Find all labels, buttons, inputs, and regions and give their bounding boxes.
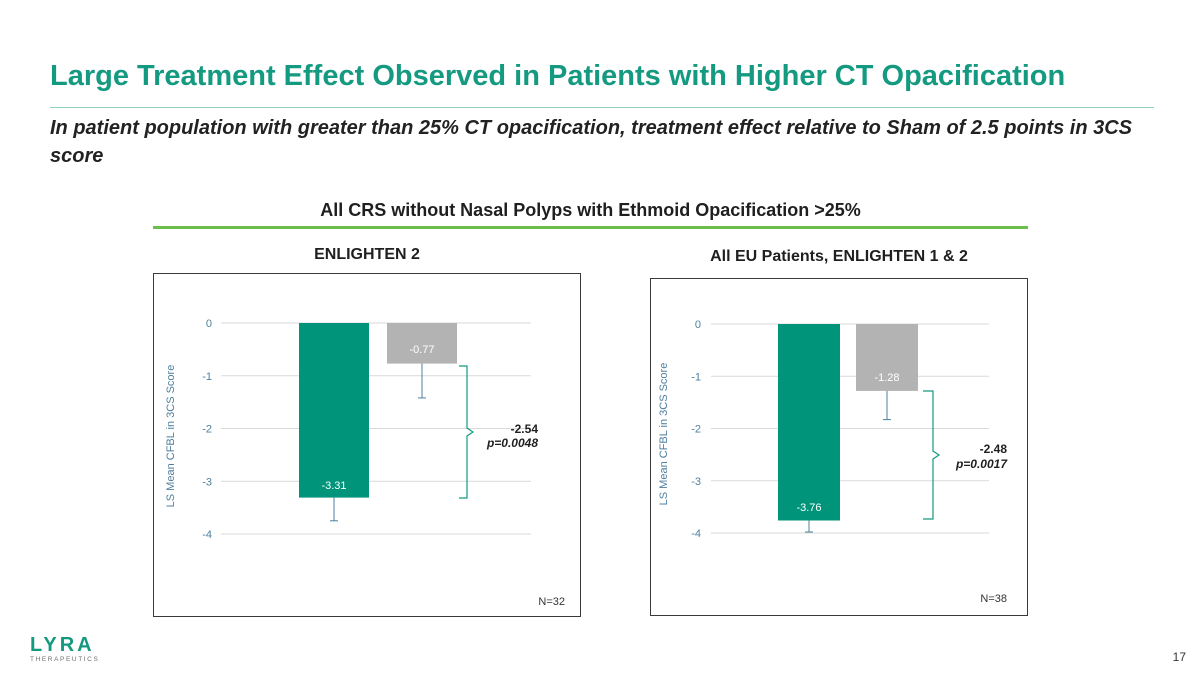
chart-2-title: All EU Patients, ENLIGHTEN 1 & 2 xyxy=(710,248,968,265)
chart-2-errorbar-treatment xyxy=(805,520,813,533)
chart-2-ytick-4: -4 xyxy=(691,528,701,540)
company-logo: LYRA THERAPEUTICS xyxy=(30,634,120,664)
logo-name: LYRA xyxy=(30,634,95,656)
chart-2-bar-treatment-label: -3.76 xyxy=(796,502,821,514)
chart-1-bar-sham xyxy=(387,323,457,364)
section-divider xyxy=(153,226,1028,229)
logo-tagline: THERAPEUTICS xyxy=(30,656,99,663)
chart-1-title: ENLIGHTEN 2 xyxy=(314,246,420,263)
chart-1-gridlines xyxy=(221,322,531,535)
chart-2-difference-value: -2.48 xyxy=(980,442,1008,456)
chart-2-errorbar-sham xyxy=(883,390,891,421)
chart-1-ytick-0: 0 xyxy=(206,318,212,330)
chart-1-ylabel: LS Mean CFBL in 3CS Score xyxy=(165,365,177,508)
chart-1-bar-treatment-label: -3.31 xyxy=(321,480,346,492)
page-number: 17 xyxy=(1172,650,1186,664)
chart-2-ytick-2: -2 xyxy=(691,424,701,436)
lyra-logo-mark: LYRA THERAPEUTICS xyxy=(30,634,99,663)
chart-2-svg: 0 -1 -2 -3 -4 LS Mean CFBL in 3CS Score … xyxy=(658,319,1008,605)
slide-subtitle: In patient population with greater than … xyxy=(50,117,1133,167)
chart-1-y-ticks: 0 -1 -2 -3 -4 xyxy=(202,318,212,541)
chart-2-bar-treatment xyxy=(778,324,840,521)
chart-2-difference-bracket xyxy=(923,390,941,520)
chart-1-difference-pvalue: p=0.0048 xyxy=(486,436,538,450)
chart-2-bar-sham-label: -1.28 xyxy=(874,372,899,384)
chart-1-bar-sham-label: -0.77 xyxy=(409,344,434,356)
chart-2-n-label: N=38 xyxy=(980,593,1007,605)
chart-1-svg: 0 -1 -2 -3 -4 LS Mean CFBL in 3CS Score … xyxy=(165,318,565,608)
chart-2-difference-pvalue: p=0.0017 xyxy=(955,457,1008,471)
chart-1-ytick-2: -2 xyxy=(202,424,212,436)
slide-title: Large Treatment Effect Observed in Patie… xyxy=(50,60,1066,92)
chart-2-ytick-1: -1 xyxy=(691,371,701,383)
chart-1-errorbar-treatment xyxy=(330,497,338,522)
chart-1-ytick-1: -1 xyxy=(202,371,212,383)
chart-1-bar-treatment xyxy=(299,323,369,498)
chart-2-ytick-0: 0 xyxy=(695,319,701,331)
chart-2-bar-sham xyxy=(856,324,918,391)
chart-1-ytick-4: -4 xyxy=(202,529,212,541)
chart-2-ylabel: LS Mean CFBL in 3CS Score xyxy=(658,363,670,506)
chart-1-n-label: N=32 xyxy=(538,596,565,608)
chart-1-difference-value: -2.54 xyxy=(511,422,539,436)
chart-1-panel: 0 -1 -2 -3 -4 LS Mean CFBL in 3CS Score … xyxy=(153,273,581,617)
title-divider xyxy=(50,107,1154,108)
chart-2-gridlines xyxy=(711,323,989,534)
chart-2-y-ticks: 0 -1 -2 -3 -4 xyxy=(691,319,701,540)
chart-2-ytick-3: -3 xyxy=(691,476,701,488)
section-heading: All CRS without Nasal Polyps with Ethmoi… xyxy=(320,200,861,220)
chart-1-errorbar-sham xyxy=(418,363,426,399)
chart-2-panel: 0 -1 -2 -3 -4 LS Mean CFBL in 3CS Score … xyxy=(650,278,1028,616)
chart-1-difference-bracket xyxy=(459,365,475,499)
chart-1-ytick-3: -3 xyxy=(202,476,212,488)
